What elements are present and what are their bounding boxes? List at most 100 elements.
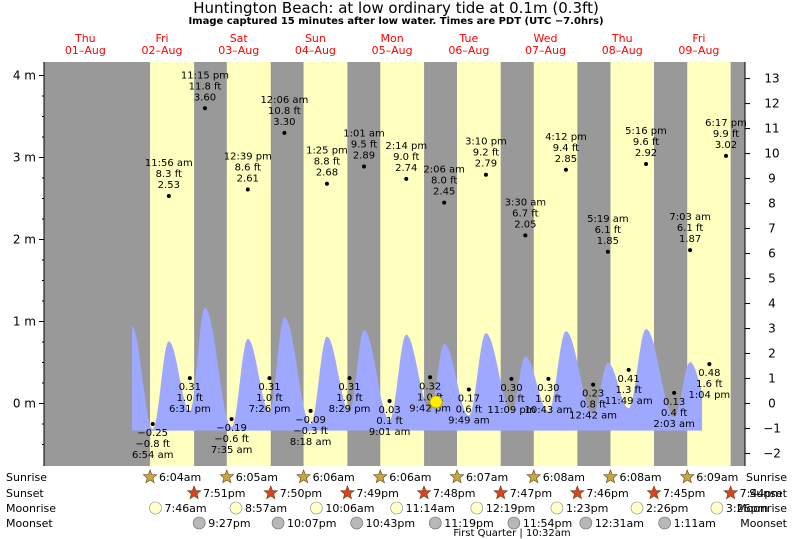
left-axis-label: 1 m xyxy=(13,315,36,329)
high-tide-m: 2.85 xyxy=(555,154,577,165)
low-tide-m: 0.17 xyxy=(458,394,480,405)
high-tide-point xyxy=(245,187,250,192)
high-tide-m: 2.45 xyxy=(433,187,455,198)
low-tide-ft: 1.0 ft xyxy=(177,393,203,404)
day-date: 07–Aug xyxy=(525,44,566,57)
moonset-time: 11:54pm xyxy=(523,517,572,530)
day-date: 08–Aug xyxy=(602,44,643,57)
low-tide-m: 0.30 xyxy=(500,383,522,394)
sunset-time: 7:47pm xyxy=(510,487,552,500)
high-tide-m: 2.53 xyxy=(158,180,180,191)
moonrise-time: 3:26pm xyxy=(726,502,768,515)
low-tide-time: 11:49 am xyxy=(605,396,653,407)
sunrise-time: 6:05am xyxy=(236,471,278,484)
high-tide-m: 3.02 xyxy=(715,140,737,151)
low-tide-point xyxy=(509,376,514,381)
day-name: Sat xyxy=(230,32,249,45)
day-name: Thu xyxy=(611,32,633,45)
sunset-time: 7:50pm xyxy=(280,487,322,500)
low-tide-m: 0.13 xyxy=(663,397,685,408)
moonset-icon xyxy=(658,516,671,530)
high-tide-time: 3:10 pm xyxy=(465,137,507,148)
low-tide-point xyxy=(546,376,551,381)
low-tide-ft: −0.8 ft xyxy=(135,439,170,450)
high-tide-point xyxy=(404,176,409,181)
low-tide-ft: 1.0 ft xyxy=(256,393,282,404)
high-tide-ft: 10.8 ft xyxy=(268,106,301,117)
low-tide-time: 9:42 pm xyxy=(409,403,451,414)
day-name: Tue xyxy=(458,32,478,45)
right-axis-label: 9 xyxy=(768,172,776,186)
high-tide-time: 12:39 pm xyxy=(224,151,272,162)
low-tide-point xyxy=(187,376,192,381)
low-tide-m: 0.31 xyxy=(338,382,360,393)
sunrise-time: 6:08am xyxy=(619,471,661,484)
moonrise-time: 2:26pm xyxy=(646,502,688,515)
low-tide-m: 0.41 xyxy=(618,374,640,385)
high-tide-m: 2.05 xyxy=(514,219,536,230)
sunset-star-icon xyxy=(339,485,355,500)
day-name: Wed xyxy=(534,32,558,45)
low-tide-point xyxy=(387,399,392,404)
day-date: 01–Aug xyxy=(65,44,106,57)
low-tide-time: 9:01 am xyxy=(369,427,411,438)
moonset-time: 12:31am xyxy=(595,517,644,530)
high-tide-ft: 9.9 ft xyxy=(713,129,739,140)
day-name: Mon xyxy=(381,32,404,45)
moonrise-icon xyxy=(710,501,724,515)
high-tide-point xyxy=(523,233,528,238)
low-tide-ft: 1.6 ft xyxy=(696,379,722,390)
moonset-icon xyxy=(579,516,593,530)
moonrise-icon xyxy=(390,501,403,515)
day-date: 06–Aug xyxy=(448,44,489,57)
moon-phase-label: First Quarter | 10:32am xyxy=(453,528,570,539)
high-tide-ft: 9.0 ft xyxy=(393,152,419,163)
sunrise-star-icon xyxy=(679,469,695,484)
sunset-time: 7:44pm xyxy=(740,487,782,500)
day-name: Sun xyxy=(305,32,326,45)
high-tide-m: 2.68 xyxy=(316,168,338,179)
low-tide-m: −0.09 xyxy=(295,415,326,426)
moonrise-icon xyxy=(310,501,323,515)
high-tide-time: 12:06 am xyxy=(260,95,308,106)
high-tide-time: 1:25 pm xyxy=(306,146,348,157)
low-tide-ft: 1.0 ft xyxy=(336,393,362,404)
tide-curve xyxy=(132,307,703,431)
day-name: Thu xyxy=(74,32,96,45)
moonrise-time: 7:46am xyxy=(164,502,206,515)
high-tide-time: 11:15 pm xyxy=(181,70,229,81)
high-tide-ft: 11.8 ft xyxy=(189,81,222,92)
moonrise-icon xyxy=(630,501,644,515)
low-tide-ft: 1.3 ft xyxy=(615,385,641,396)
sunset-time: 7:45pm xyxy=(663,487,705,500)
moonset-time: 9:27pm xyxy=(208,517,250,530)
low-tide-ft: 0.4 ft xyxy=(661,408,687,419)
sunset-star-icon xyxy=(493,485,509,500)
low-tide-point xyxy=(229,417,234,422)
low-tide-point xyxy=(626,367,631,372)
right-axis-label: −1 xyxy=(763,421,781,435)
low-tide-m: 0.31 xyxy=(258,382,280,393)
moonset-icon xyxy=(350,516,363,530)
low-tide-time: 9:49 am xyxy=(448,416,490,427)
high-tide-time: 5:19 am xyxy=(587,214,629,225)
low-tide-m: 0.30 xyxy=(537,383,559,394)
right-axis-label: 3 xyxy=(768,322,776,336)
sunrise-star-icon xyxy=(296,469,312,484)
left-axis-label: 2 m xyxy=(13,233,36,247)
right-axis-label: 0 xyxy=(768,397,776,411)
moonset-time: 1:11am xyxy=(674,517,716,530)
high-tide-m: 2.74 xyxy=(395,163,417,174)
low-tide-m: −0.25 xyxy=(137,428,168,439)
low-tide-ft: 1.0 ft xyxy=(498,394,524,405)
right-axis-label: 10 xyxy=(764,147,779,161)
low-tide-time: 6:54 am xyxy=(132,450,174,461)
chart-subtitle: Image captured 15 minutes after low wate… xyxy=(188,16,603,27)
day-name: Fri xyxy=(155,32,168,45)
high-tide-point xyxy=(202,106,207,111)
low-tide-time: 7:35 am xyxy=(211,445,253,456)
low-tide-m: −0.19 xyxy=(216,423,247,434)
sunset-star-icon xyxy=(569,485,585,500)
high-tide-m: 1.87 xyxy=(679,234,701,245)
